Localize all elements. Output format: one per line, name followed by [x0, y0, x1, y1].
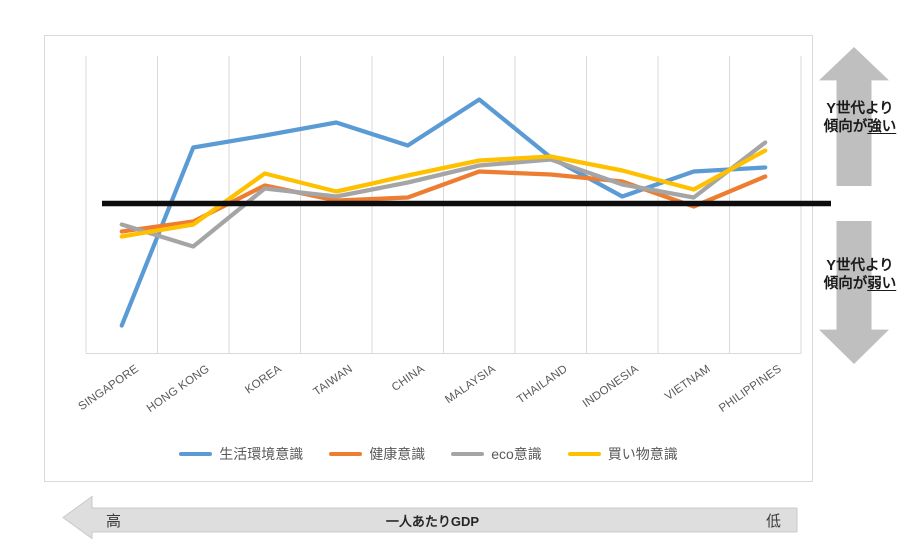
legend-label: 健康意識: [369, 446, 426, 462]
gdp-high-label: 高: [106, 512, 122, 530]
gdp-low-label: 低: [765, 512, 781, 530]
legend-item: 健康意識: [329, 444, 425, 464]
chart-frame: SINGAPORE HONG KONG KOREA TAIWAN CHINA MALAYS…: [44, 35, 831, 482]
legend-marker-icon: [451, 451, 485, 457]
legend-marker-icon: [329, 451, 363, 457]
gdp-axis-title: 一人あたりGDP: [385, 513, 480, 529]
weaker-than-geny-annotation: Y世代より 傾向が弱い: [806, 257, 914, 293]
series-line-0: [119, 97, 768, 328]
gdp-axis-labels: 高 一人あたりGDP 低: [92, 508, 797, 532]
legend-item: 生活環境意識: [179, 444, 303, 464]
legend-item: eco意識: [451, 444, 542, 464]
series-line-2: [119, 140, 768, 249]
gdp-axis-arrow-icon: [62, 495, 798, 540]
stronger-than-geny-annotation: Y世代より 傾向が強い: [806, 100, 914, 136]
legend-marker-icon: [179, 451, 213, 457]
annotation-line2: 傾向が強い: [823, 119, 897, 135]
annotation-line1: Y世代より: [826, 101, 894, 117]
series-line-3: [119, 148, 768, 239]
legend-label: 買い物意識: [607, 446, 678, 462]
legend-item: 買い物意識: [567, 444, 678, 464]
chart-legend: 生活環境意識 健康意識 eco意識 買い物意識: [45, 444, 812, 464]
annotation-line1: Y世代より: [826, 258, 894, 274]
annotation-line2: 傾向が弱い: [823, 276, 897, 292]
legend-label: 生活環境意識: [219, 446, 304, 462]
legend-marker-icon: [567, 451, 601, 457]
line-chart-plot: [85, 56, 831, 354]
legend-label: eco意識: [491, 446, 542, 462]
